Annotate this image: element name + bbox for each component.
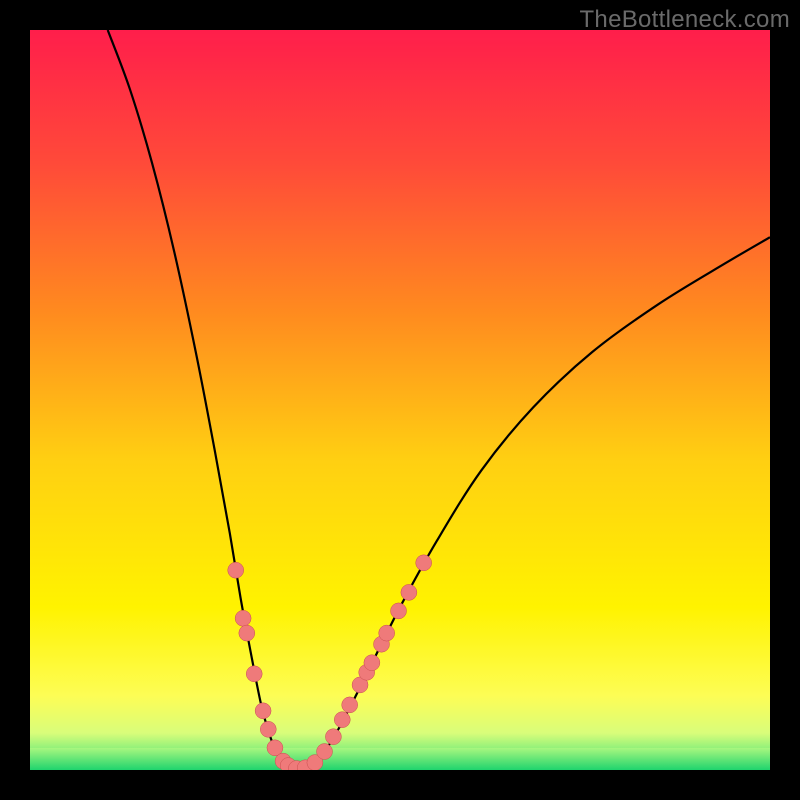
- data-marker: [260, 721, 276, 737]
- data-marker: [228, 562, 244, 578]
- data-marker: [317, 744, 333, 760]
- data-marker: [325, 729, 341, 745]
- data-marker: [246, 666, 262, 682]
- data-marker: [416, 555, 432, 571]
- data-marker: [235, 610, 251, 626]
- watermark-text: TheBottleneck.com: [579, 6, 790, 34]
- data-marker: [379, 625, 395, 641]
- data-marker: [255, 703, 271, 719]
- chart-overlay: [0, 0, 800, 800]
- data-marker: [364, 655, 380, 671]
- data-marker: [334, 712, 350, 728]
- chart-stage: TheBottleneck.com: [0, 0, 800, 800]
- data-marker: [239, 625, 255, 641]
- data-marker: [401, 584, 417, 600]
- bottleneck-curve: [108, 30, 770, 769]
- data-marker: [342, 697, 358, 713]
- data-marker: [391, 603, 407, 619]
